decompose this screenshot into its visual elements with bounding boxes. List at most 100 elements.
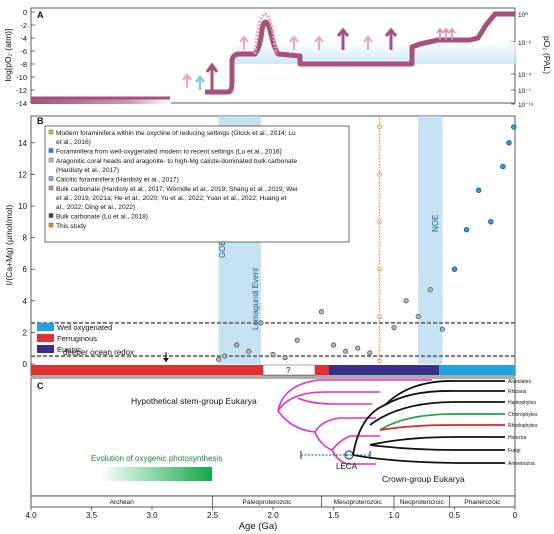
legend-marker (48, 176, 54, 181)
taxa-labels: Rhizaria Haptophytes Chlorophytes Rhodophyt… (508, 389, 538, 467)
legend-entry-text: Bulk carbonate (Hardisty et al., 2017; W… (56, 186, 298, 193)
legend-entry-text: et al., 2016) (56, 139, 91, 146)
panel-b-ytick-label: 0 (23, 360, 28, 369)
data-point (294, 337, 300, 343)
panel-a-left-tick-label: -2 (20, 21, 27, 30)
legend-entry-text: Modern foraminifera within the oxycline … (56, 130, 296, 137)
x-tick-label: 4.0 (25, 511, 37, 520)
x-axis-ticks: 4.0 3.5 3.0 2.5 2.0 1.5 1.0 0.5 0 (25, 507, 518, 520)
legend-entry-text: (Hardisty et al., 2017) (56, 167, 119, 174)
x-tick-label: 2.5 (207, 511, 219, 520)
arrow-blue-1 (195, 75, 205, 90)
data-point (367, 350, 373, 356)
data-point (488, 219, 494, 225)
data-point (476, 187, 482, 193)
stem-branch-4 (314, 431, 333, 451)
data-point (270, 351, 276, 358)
redox-legend-label: Well oxygenated (57, 323, 112, 332)
taxon-label: Fungi (508, 448, 521, 454)
taxon-alveolates: Alveolates (508, 379, 532, 385)
panel-b-label: B (37, 116, 44, 126)
x-tick-label: 0 (513, 511, 518, 520)
panel-b-ytick-label: 6 (23, 265, 28, 274)
panel-a-left-tick-label: -8 (20, 60, 27, 69)
crown-branch-holozoa (369, 436, 505, 446)
data-point (391, 325, 397, 331)
oxygen-arrows (182, 27, 456, 90)
legend-entry-text: Foraminifera from well-oxygenated modern… (56, 149, 282, 156)
legend-entry-text: Aragonitic coral heads and aragonite- to… (56, 158, 298, 165)
redox-bar-oxygenated (439, 365, 515, 375)
data-point (506, 140, 512, 146)
data-point (246, 348, 252, 354)
x-axis-label: Age (Ga) (239, 521, 278, 532)
panel-a-left-tick-label: -6 (20, 47, 27, 56)
data-point (500, 163, 506, 170)
x-tick-label: 1.0 (388, 511, 400, 520)
crown-tree (352, 380, 505, 464)
arrow-cluster (436, 27, 456, 40)
panel-c-label: C (37, 381, 44, 391)
stem-branch-3 (277, 410, 316, 433)
panel-a-left-tick-label: -4 (20, 34, 27, 43)
legend-marker (48, 129, 54, 135)
taxon-label: Amoebozoa (508, 461, 535, 467)
crown-branch-haptophytes (369, 401, 505, 426)
stem-branch-2 (277, 391, 380, 412)
noe-band (418, 116, 443, 364)
stem-branch-1 (277, 379, 432, 412)
stem-group-label: Hypothetical stem-group Eukarya (131, 396, 257, 406)
panel-a-left-tick-label: 0 (23, 8, 27, 17)
redox-legend-swatch (37, 323, 54, 331)
arrow-purple-3 (384, 27, 398, 50)
taxon-label: Rhizaria (508, 389, 527, 395)
panel-a-label: A (37, 10, 44, 20)
redox-bar-euxinic (329, 365, 439, 375)
legend-box (44, 125, 350, 243)
panel-b-frame (30, 115, 516, 377)
panel-a-ylabel-right: pO₂ (PAL) (542, 36, 552, 74)
redox-legend-swatch (37, 345, 54, 353)
redox-question-mark: ? (286, 366, 291, 375)
panel-a-right-tick-label: 10⁻⁷ (518, 88, 532, 95)
panel-c: C Hypothetical stem-group Eukarya Crown-… (30, 377, 538, 497)
arrow-pink-3 (289, 35, 299, 50)
panel-b-ytick-label: 12 (18, 170, 27, 179)
crown-group-label: Crown-group Eukarya (382, 474, 465, 484)
data-point (330, 342, 337, 348)
eon-label: Mesoproterozoic (334, 499, 383, 506)
redox-legend-label: Euxinic (57, 345, 81, 354)
stem-branch-8 (297, 397, 372, 405)
oxygenic-label: Evolution of oxygenic photosynthesis (91, 454, 222, 463)
legend-entry-text: Calcitic foraminifera (Hardisty et al., … (56, 177, 179, 184)
data-point (451, 266, 458, 272)
arrow-pink-2 (239, 35, 249, 50)
taxon-label: Holozoa (508, 435, 527, 441)
redox-legend-swatch (37, 334, 54, 342)
crown-branch-rhodophytes (379, 424, 505, 431)
panel-a-left-tick-label: -10 (16, 73, 27, 82)
arrow-purple-1 (205, 62, 219, 90)
legend-marker (48, 148, 54, 153)
x-tick-label: 0.5 (449, 511, 461, 520)
deeper-ocean-arrowhead (163, 358, 169, 362)
panel-b-yticks: 14 12 10 8 6 4 2 0 (18, 139, 35, 369)
eon-label: Archean (110, 499, 135, 506)
panel-a-left-ticks: 0 -2 -4 -6 -8 -10 -12 -14 (16, 8, 35, 108)
crown-branch-chlorophytes (379, 413, 505, 431)
proterozoic-sky-band (232, 42, 517, 64)
data-point (318, 309, 324, 315)
panel-b: B GOE Lomagundi Event NOE I/(Ca+Mg) (μmo… (4, 115, 517, 377)
stem-branch-6 (331, 435, 380, 451)
arrow-pink-1 (182, 73, 192, 88)
data-point (216, 356, 222, 362)
legend-entry-text: al., 2022; Ding et al., 2022) (56, 204, 135, 211)
data-point (258, 320, 264, 326)
taxon-label: Chlorophytes (508, 412, 538, 418)
data-point (234, 342, 240, 348)
x-tick-label: 2.0 (267, 511, 279, 520)
panel-a-right-tick-label: 10⁻² (518, 40, 532, 47)
data-point (511, 124, 517, 130)
leca-label: LECA (336, 462, 358, 471)
oxygen-curve (205, 11, 515, 95)
